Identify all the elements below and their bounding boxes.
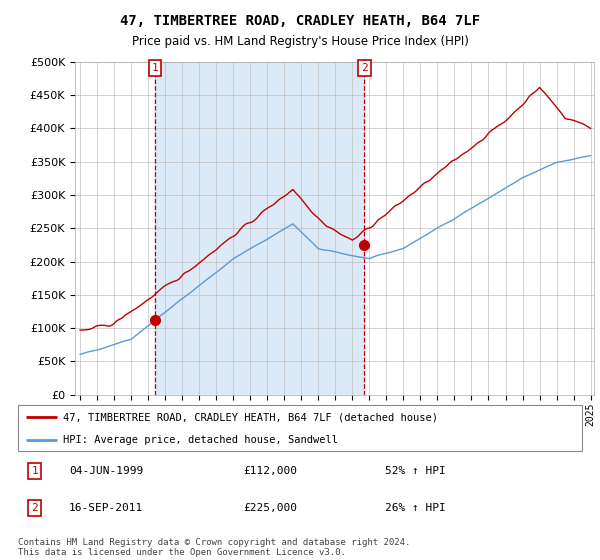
Text: Price paid vs. HM Land Registry's House Price Index (HPI): Price paid vs. HM Land Registry's House …: [131, 35, 469, 48]
Text: 2: 2: [361, 63, 368, 73]
Text: 16-SEP-2011: 16-SEP-2011: [69, 503, 143, 513]
Text: HPI: Average price, detached house, Sandwell: HPI: Average price, detached house, Sand…: [63, 435, 338, 445]
Text: £225,000: £225,000: [244, 503, 298, 513]
Text: 2: 2: [32, 503, 38, 513]
Text: £112,000: £112,000: [244, 466, 298, 476]
Text: 26% ↑ HPI: 26% ↑ HPI: [385, 503, 445, 513]
Text: 1: 1: [152, 63, 158, 73]
Text: Contains HM Land Registry data © Crown copyright and database right 2024.
This d: Contains HM Land Registry data © Crown c…: [18, 538, 410, 557]
FancyBboxPatch shape: [18, 405, 582, 451]
Bar: [155, 62, 364, 395]
Text: 47, TIMBERTREE ROAD, CRADLEY HEATH, B64 7LF (detached house): 47, TIMBERTREE ROAD, CRADLEY HEATH, B64 …: [63, 412, 438, 422]
Text: 47, TIMBERTREE ROAD, CRADLEY HEATH, B64 7LF: 47, TIMBERTREE ROAD, CRADLEY HEATH, B64 …: [120, 14, 480, 28]
Text: 1: 1: [32, 466, 38, 476]
Text: 52% ↑ HPI: 52% ↑ HPI: [385, 466, 445, 476]
Text: 04-JUN-1999: 04-JUN-1999: [69, 466, 143, 476]
